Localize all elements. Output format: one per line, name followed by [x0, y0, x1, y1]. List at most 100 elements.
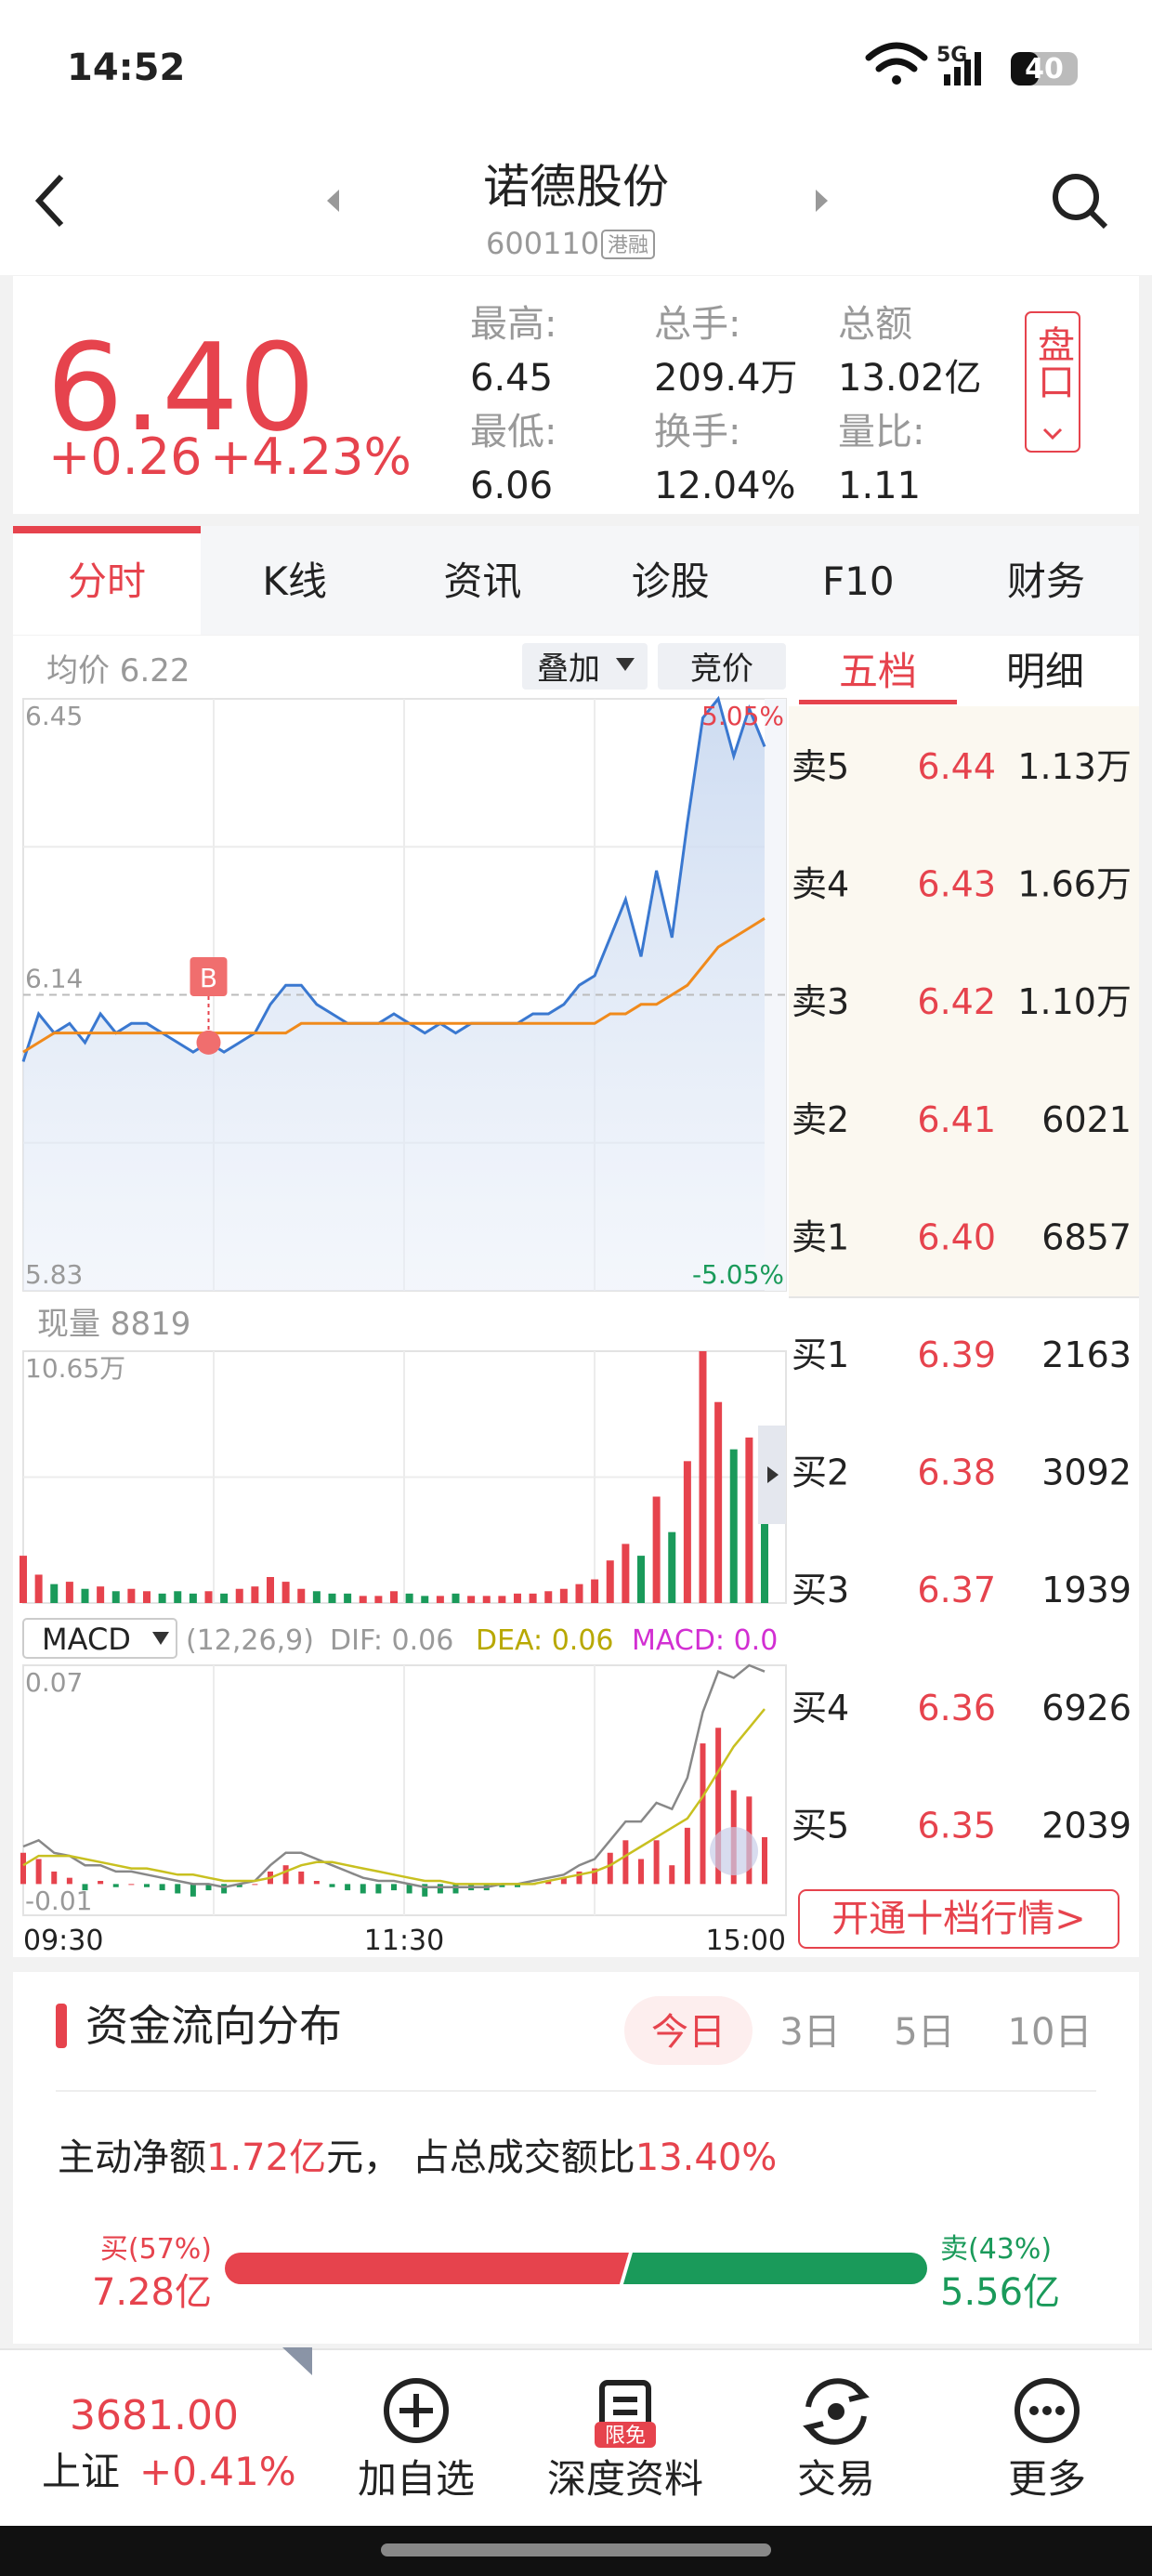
macd-header: (12,26,9) [186, 1624, 314, 1657]
y-tick-label: -0.01 [25, 1886, 92, 1916]
volume-bar [235, 1588, 243, 1603]
price-change-pct: +4.23% [210, 427, 412, 486]
tab[interactable]: 财务 [1007, 559, 1085, 604]
quote-card [13, 276, 1139, 514]
ob-tab[interactable]: 明细 [1006, 649, 1084, 694]
network: 5G [936, 44, 967, 67]
volume-bar [297, 1588, 306, 1603]
macd-bar [622, 1840, 629, 1885]
home-indicator[interactable] [381, 2543, 771, 2556]
sell-label: 卖(43%) [940, 2233, 1052, 2266]
ob-volume: 6926 [1041, 1688, 1132, 1728]
volume-bar [405, 1593, 413, 1603]
auction-button[interactable] [658, 643, 786, 690]
after-hours-area [765, 699, 786, 1291]
buy-amount: 7.28亿 [92, 2271, 212, 2314]
macd-bar [360, 1884, 366, 1894]
volume-bar [699, 1351, 707, 1603]
ob-side: 买5 [792, 1805, 849, 1846]
volume-bar [606, 1560, 614, 1603]
macd-bar [329, 1884, 335, 1887]
stat-label: 总手: [654, 303, 740, 346]
overlay-button[interactable] [522, 643, 648, 690]
back-button[interactable] [34, 174, 64, 228]
volume-bar [220, 1593, 229, 1603]
macd-selector[interactable] [22, 1618, 177, 1659]
period-chip [624, 1996, 753, 2065]
ob-side: 卖1 [792, 1216, 849, 1257]
macd-bar [422, 1884, 428, 1897]
tab[interactable]: F10 [822, 559, 895, 604]
nav-item[interactable]: 深度资料 [547, 2456, 703, 2502]
volume-bar [421, 1596, 429, 1603]
nav-item[interactable]: 更多 [1008, 2456, 1086, 2502]
macd-bar [82, 1884, 88, 1891]
volume-bar [591, 1579, 599, 1603]
volume-bar [50, 1584, 59, 1603]
volume-bar [729, 1449, 738, 1603]
dif-line [22, 1663, 766, 1888]
sell-bg [789, 706, 1139, 1297]
ob-volume: 3092 [1041, 1452, 1132, 1493]
period-tab[interactable]: 5日 [894, 2011, 954, 2054]
period-tab[interactable]: 10日 [1008, 2011, 1093, 2054]
ob-price: 6.44 [917, 746, 996, 787]
macd-bar [159, 1884, 165, 1891]
prev-close-label: 6.14 [25, 964, 83, 994]
macd-selector-text: MACD [42, 1622, 131, 1657]
bottom-bar [0, 2349, 1152, 2526]
price-change: +0.26 [48, 427, 202, 486]
ob-volume: 1939 [1041, 1570, 1132, 1610]
search-button[interactable] [1053, 174, 1108, 230]
macd-bar [128, 1884, 135, 1886]
ob-price: 6.35 [917, 1805, 996, 1846]
volume-bar [529, 1593, 537, 1603]
tab[interactable]: 分时 [68, 559, 146, 604]
tab[interactable]: 资讯 [443, 559, 521, 604]
nav-item[interactable]: 加自选 [358, 2456, 475, 2502]
last-price: 6.40 [46, 317, 315, 458]
tab[interactable]: K线 [262, 559, 327, 604]
period-tab[interactable]: 今日 [651, 2011, 726, 2054]
x-tick-label: 09:30 [23, 1925, 103, 1957]
fund-summary: 主动净额1.72亿元， 占总成交额比13.40% [58, 2136, 777, 2179]
volume-bar [622, 1544, 630, 1603]
ob-tab[interactable]: 五档 [839, 649, 917, 694]
ob-volume: 6857 [1041, 1216, 1132, 1257]
volume-bar [436, 1596, 444, 1603]
volume-bar [20, 1556, 27, 1603]
next-stock[interactable] [816, 190, 828, 212]
macd-bar [452, 1884, 459, 1894]
period-tab[interactable]: 3日 [779, 2011, 840, 2054]
volume-bar [34, 1574, 43, 1603]
avg-line [22, 917, 766, 1054]
prev-stock[interactable] [327, 190, 339, 212]
nav-item[interactable]: 交易 [797, 2456, 875, 2502]
tab[interactable]: 诊股 [632, 559, 710, 604]
macd-bar [592, 1868, 598, 1885]
auction-text: 竞价 [690, 651, 753, 688]
macd-bar [236, 1884, 242, 1887]
volume-bar [514, 1593, 521, 1603]
macd-header: DIF: 0.06 [330, 1624, 453, 1657]
header-bg [0, 0, 1152, 275]
macd-bar [437, 1884, 443, 1894]
ob-price: 6.41 [917, 1099, 996, 1140]
volume-bar [359, 1596, 367, 1603]
macd-bar [252, 1884, 258, 1886]
index-value[interactable]: 3681.00 [70, 2392, 239, 2439]
volume-bar [482, 1596, 491, 1603]
macd-bar [406, 1884, 412, 1894]
pankou-button[interactable] [1025, 311, 1080, 453]
ob-price: 6.43 [917, 864, 996, 905]
volume-bar [390, 1591, 398, 1603]
macd-bar [282, 1865, 289, 1885]
sell-bar [622, 2253, 927, 2284]
upgrade-button[interactable] [798, 1889, 1119, 1949]
y-tick-label: 5.83 [25, 1259, 83, 1290]
ob-volume: 2163 [1041, 1334, 1132, 1375]
stat-value: 6.45 [470, 357, 553, 400]
active-tab-bar [13, 526, 201, 533]
zoom-button[interactable] [710, 1827, 758, 1875]
